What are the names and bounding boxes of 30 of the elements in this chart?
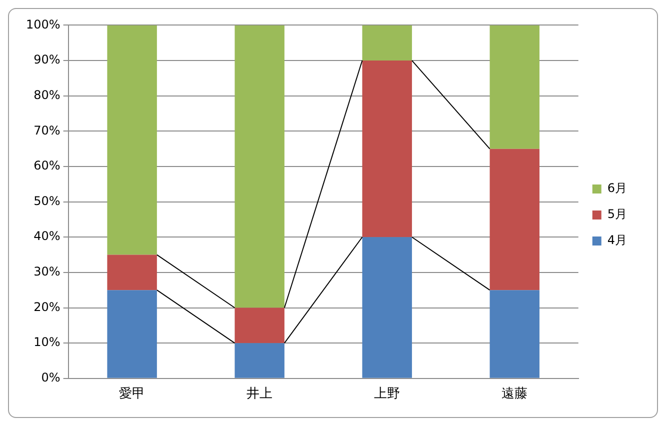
bar <box>362 237 412 378</box>
legend-label: 4月 <box>607 233 628 248</box>
x-tick-label: 愛甲 <box>119 386 146 402</box>
bar <box>490 25 540 149</box>
bar <box>490 148 540 290</box>
y-tick-label: 100% <box>26 17 60 32</box>
y-tick-label: 90% <box>34 52 60 67</box>
bar <box>490 290 540 378</box>
legend-label: 6月 <box>607 181 628 196</box>
bar <box>234 25 284 308</box>
y-tick-label: 50% <box>34 194 60 208</box>
bar <box>234 308 284 344</box>
y-tick-label: 10% <box>34 335 60 350</box>
bar <box>107 254 157 290</box>
y-tick-label: 80% <box>34 88 60 102</box>
y-tick-label: 60% <box>34 158 60 173</box>
y-tick-label: 0% <box>41 370 60 385</box>
bar <box>107 290 157 378</box>
x-tick-label: 井上 <box>246 386 273 402</box>
legend-label: 5月 <box>607 207 628 222</box>
y-tick-label: 20% <box>34 300 60 314</box>
x-tick-label: 遠藤 <box>502 386 528 402</box>
y-tick-label: 30% <box>34 264 60 279</box>
bar <box>234 343 284 378</box>
y-tick-label: 40% <box>34 229 60 244</box>
bar <box>362 25 412 61</box>
bar <box>362 60 412 238</box>
x-tick-label: 上野 <box>374 386 400 402</box>
y-tick-label: 70% <box>34 123 60 138</box>
bar <box>107 25 157 255</box>
